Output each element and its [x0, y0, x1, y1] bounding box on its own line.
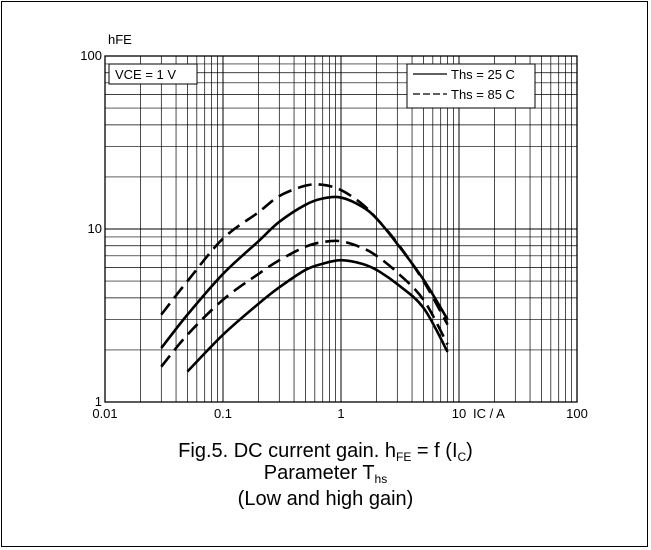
- legend-box: [406, 63, 536, 109]
- y-tick-label: 1: [95, 394, 102, 409]
- y-axis-label: hFE: [108, 32, 132, 47]
- x-tick-label: 0.01: [92, 406, 117, 421]
- legend: Ths = 25 C Ths = 85 C: [406, 63, 536, 109]
- dc-current-gain-chart: 0.01 0.1 1 10 100 1 10 100 hFE IC / A VCE = 1 V…: [80, 32, 588, 421]
- caption-line-2: Parameter Ths: [263, 462, 388, 486]
- y-tick-label: 10: [88, 221, 102, 236]
- caption-line-3: (Low and high gain): [237, 488, 414, 510]
- legend-label: Ths = 25 C: [451, 67, 515, 82]
- x-tick-label: 10: [452, 406, 466, 421]
- series-group: [160, 182, 449, 373]
- vce-annotation: VCE = 1 V: [115, 67, 176, 82]
- x-tick-label: 1: [337, 406, 344, 421]
- tick-labels: 0.01 0.1 1 10 100 1 10 100: [80, 48, 588, 421]
- y-tick-label: 100: [80, 48, 102, 63]
- x-axis-label: IC / A: [473, 406, 505, 421]
- caption-line-1: Fig.5. DC current gain. hFE = f (IC): [178, 440, 473, 464]
- grid: [104, 55, 578, 403]
- plot-border: [104, 55, 578, 403]
- series-line-ths-85c: [160, 182, 449, 326]
- annotation-box: VCE = 1 V: [108, 63, 198, 85]
- series-line-ths-25c: [160, 195, 449, 349]
- legend-label: Ths = 85 C: [451, 87, 515, 102]
- series-line-ths-25c: [186, 258, 449, 373]
- x-tick-label: 0.1: [214, 406, 232, 421]
- series-line-ths-85c: [160, 239, 449, 368]
- x-tick-label: 100: [566, 406, 588, 421]
